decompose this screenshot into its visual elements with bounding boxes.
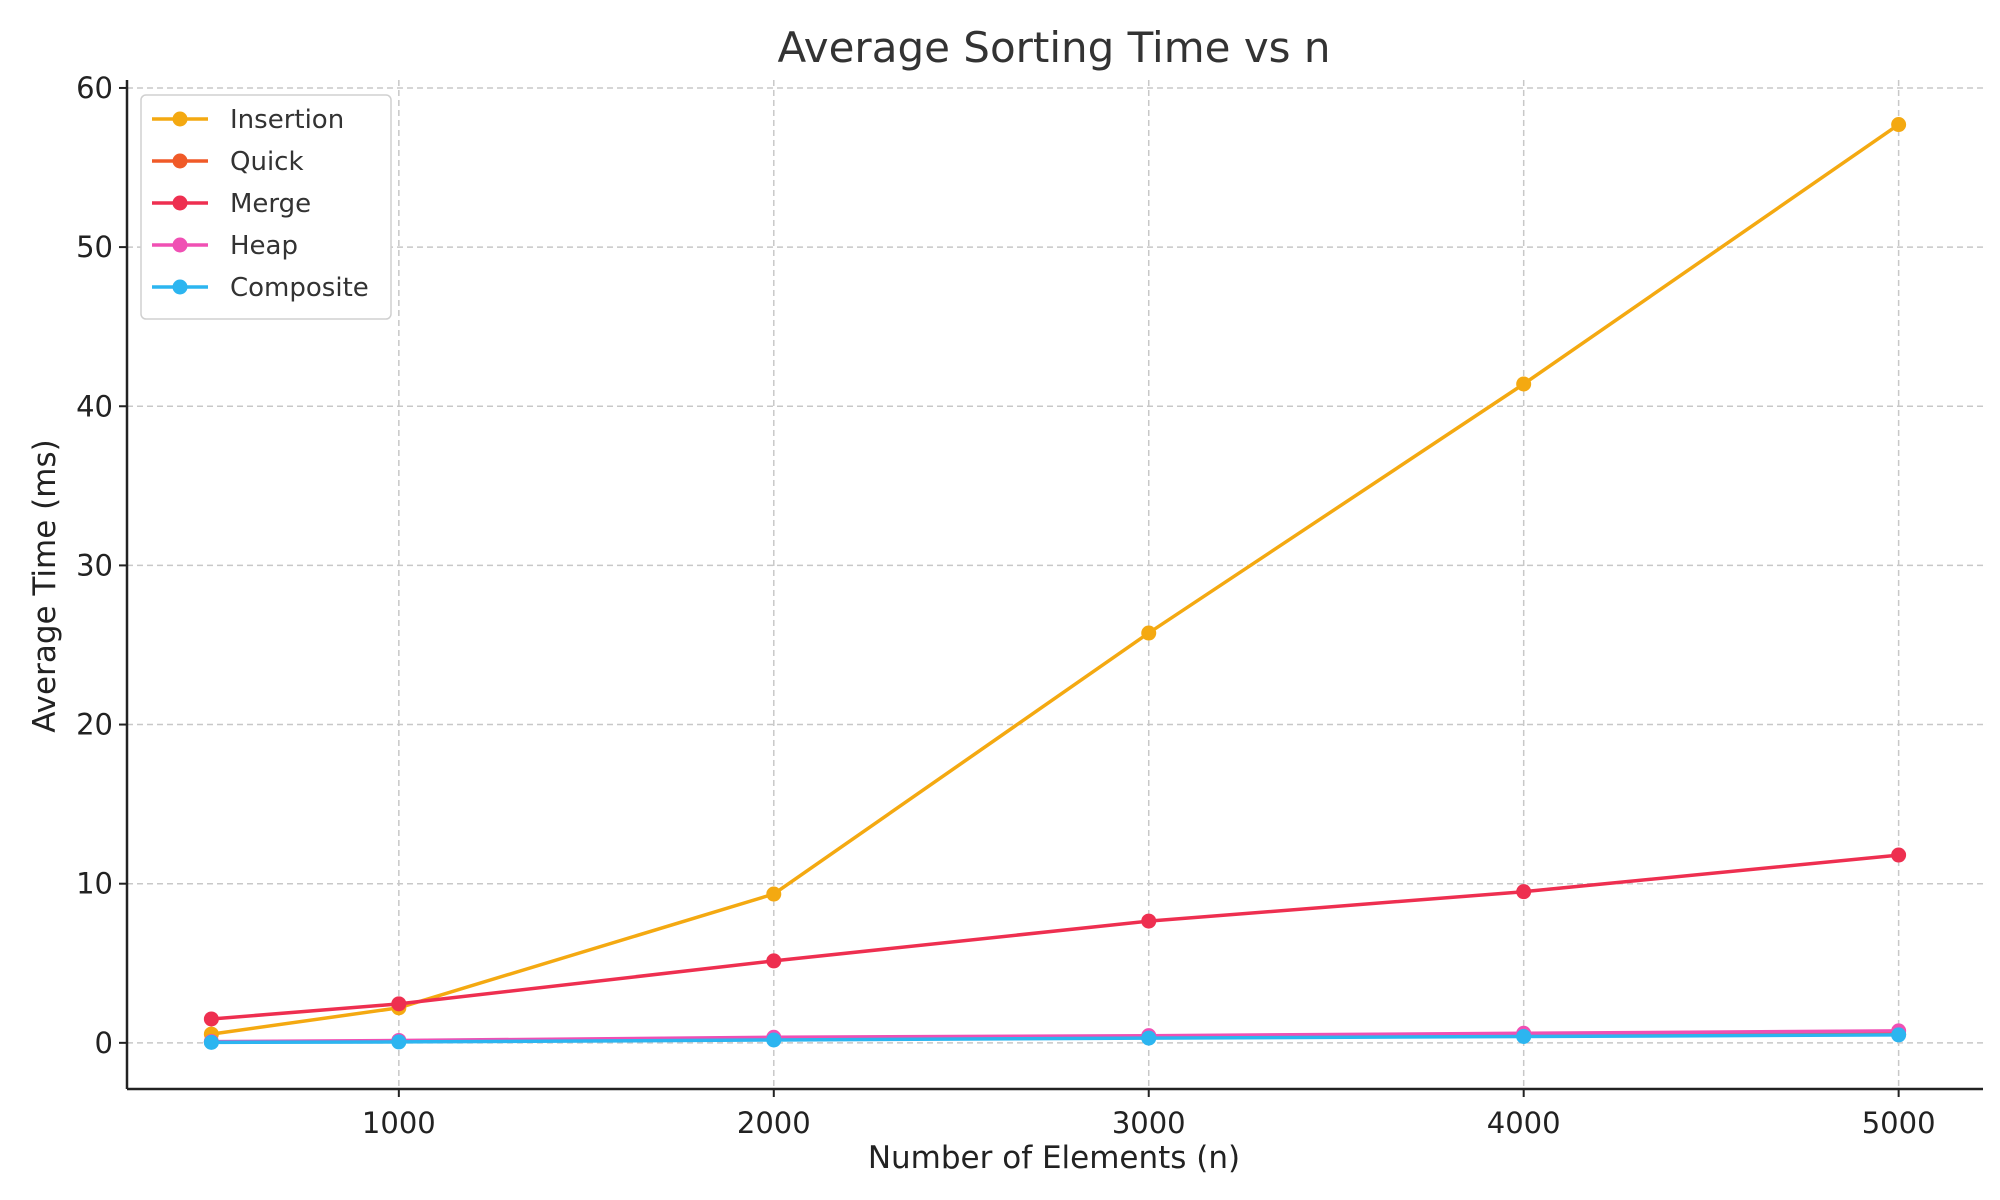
y-tick-label: 40 xyxy=(76,389,113,423)
series-line-insertion xyxy=(211,123,1900,1036)
axes xyxy=(125,80,1983,1091)
grid xyxy=(127,80,1983,1089)
data-point-merge xyxy=(203,1011,219,1027)
legend-swatch-marker xyxy=(172,195,188,211)
y-tick-label: 10 xyxy=(76,867,113,901)
data-point-insertion xyxy=(1141,625,1157,641)
data-point-insertion xyxy=(766,886,782,902)
legend-item-insertion: Insertion xyxy=(152,105,344,135)
y-tick-label: 50 xyxy=(76,230,113,264)
legend-label: Merge xyxy=(230,189,311,219)
legend-item-merge: Merge xyxy=(152,189,311,219)
legend-item-composite: Composite xyxy=(152,273,369,303)
series-merge xyxy=(203,847,1907,1027)
data-point-composite xyxy=(1141,1030,1157,1046)
legend-swatch-marker xyxy=(172,279,188,295)
x-tick-label: 4000 xyxy=(1487,1106,1561,1140)
data-point-merge xyxy=(1891,847,1907,863)
x-axis-label: Number of Elements (n) xyxy=(868,1140,1240,1176)
chart-title: Average Sorting Time vs n xyxy=(777,23,1330,72)
legend: Insertion Quick Merge Heap Composite xyxy=(140,94,392,320)
legend-swatch-marker xyxy=(172,237,188,253)
legend-label: Insertion xyxy=(230,105,344,135)
data-point-merge xyxy=(1141,913,1157,929)
y-tick-label: 30 xyxy=(76,548,113,582)
series-line-merge xyxy=(211,853,1899,1021)
x-tick-label: 2000 xyxy=(737,1106,811,1140)
data-point-composite xyxy=(766,1032,782,1048)
x-tick-label: 1000 xyxy=(362,1106,436,1140)
legend-item-heap: Heap xyxy=(152,231,298,261)
legend-label: Composite xyxy=(230,273,369,303)
data-point-composite xyxy=(203,1034,219,1050)
y-tick-label: 20 xyxy=(76,708,113,742)
series-layer xyxy=(203,117,1907,1050)
data-point-merge xyxy=(766,953,782,969)
legend-item-quick: Quick xyxy=(152,147,304,177)
data-point-insertion xyxy=(1891,117,1907,133)
series-line-composite xyxy=(211,1033,1899,1045)
data-point-insertion xyxy=(1516,376,1532,392)
x-tick-label: 3000 xyxy=(1112,1106,1186,1140)
series-composite xyxy=(203,1027,1907,1050)
data-point-composite xyxy=(391,1034,407,1050)
y-tick-label: 60 xyxy=(76,71,113,105)
legend-frame xyxy=(140,94,392,320)
legend-swatch-marker xyxy=(172,111,188,127)
legend-label: Quick xyxy=(230,147,304,177)
legend-label: Heap xyxy=(230,231,298,261)
series-insertion xyxy=(203,117,1907,1042)
y-tick-label: 0 xyxy=(95,1026,113,1060)
ticks: 1000 2000 3000 4000 5000 0 10 20 30 40 50 60 xyxy=(76,71,1935,1140)
data-point-merge xyxy=(1516,884,1532,900)
legend-swatch-marker xyxy=(172,153,188,169)
x-tick-label: 5000 xyxy=(1862,1106,1936,1140)
data-point-composite xyxy=(1891,1027,1907,1043)
y-axis-label: Average Time (ms) xyxy=(27,439,63,732)
data-point-merge xyxy=(391,996,407,1012)
data-point-composite xyxy=(1516,1028,1532,1044)
